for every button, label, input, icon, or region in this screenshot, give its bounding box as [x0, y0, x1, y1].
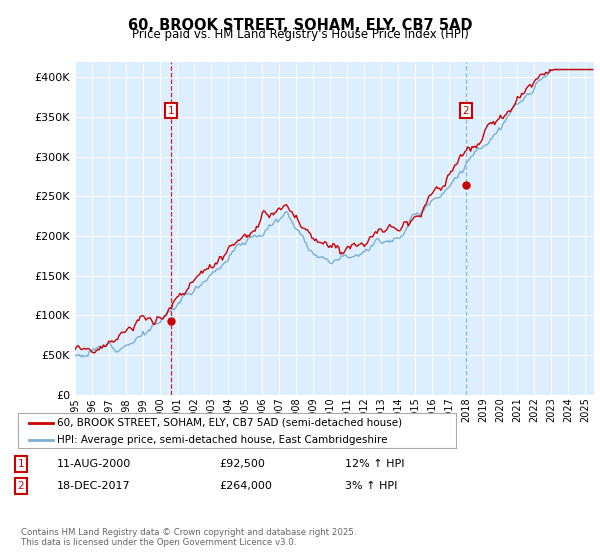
Text: 1: 1 — [17, 459, 25, 469]
Text: Contains HM Land Registry data © Crown copyright and database right 2025.
This d: Contains HM Land Registry data © Crown c… — [21, 528, 356, 547]
Text: 2: 2 — [17, 481, 25, 491]
Text: £264,000: £264,000 — [219, 481, 272, 491]
Text: Price paid vs. HM Land Registry's House Price Index (HPI): Price paid vs. HM Land Registry's House … — [131, 28, 469, 41]
Text: 18-DEC-2017: 18-DEC-2017 — [57, 481, 131, 491]
Text: 2: 2 — [463, 106, 469, 116]
Text: 3% ↑ HPI: 3% ↑ HPI — [345, 481, 397, 491]
Text: 1: 1 — [167, 106, 174, 116]
Text: 12% ↑ HPI: 12% ↑ HPI — [345, 459, 404, 469]
Text: HPI: Average price, semi-detached house, East Cambridgeshire: HPI: Average price, semi-detached house,… — [58, 435, 388, 445]
Text: 60, BROOK STREET, SOHAM, ELY, CB7 5AD (semi-detached house): 60, BROOK STREET, SOHAM, ELY, CB7 5AD (s… — [58, 418, 403, 428]
Text: 11-AUG-2000: 11-AUG-2000 — [57, 459, 131, 469]
Text: £92,500: £92,500 — [219, 459, 265, 469]
Text: 60, BROOK STREET, SOHAM, ELY, CB7 5AD: 60, BROOK STREET, SOHAM, ELY, CB7 5AD — [128, 18, 472, 33]
